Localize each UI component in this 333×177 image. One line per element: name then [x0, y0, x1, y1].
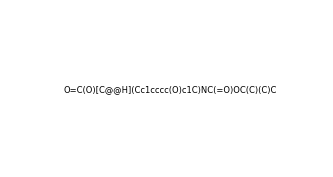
Text: O=C(O)[C@@H](Cc1cccc(O)c1C)NC(=O)OC(C)(C)C: O=C(O)[C@@H](Cc1cccc(O)c1C)NC(=O)OC(C)(C…: [64, 85, 277, 94]
